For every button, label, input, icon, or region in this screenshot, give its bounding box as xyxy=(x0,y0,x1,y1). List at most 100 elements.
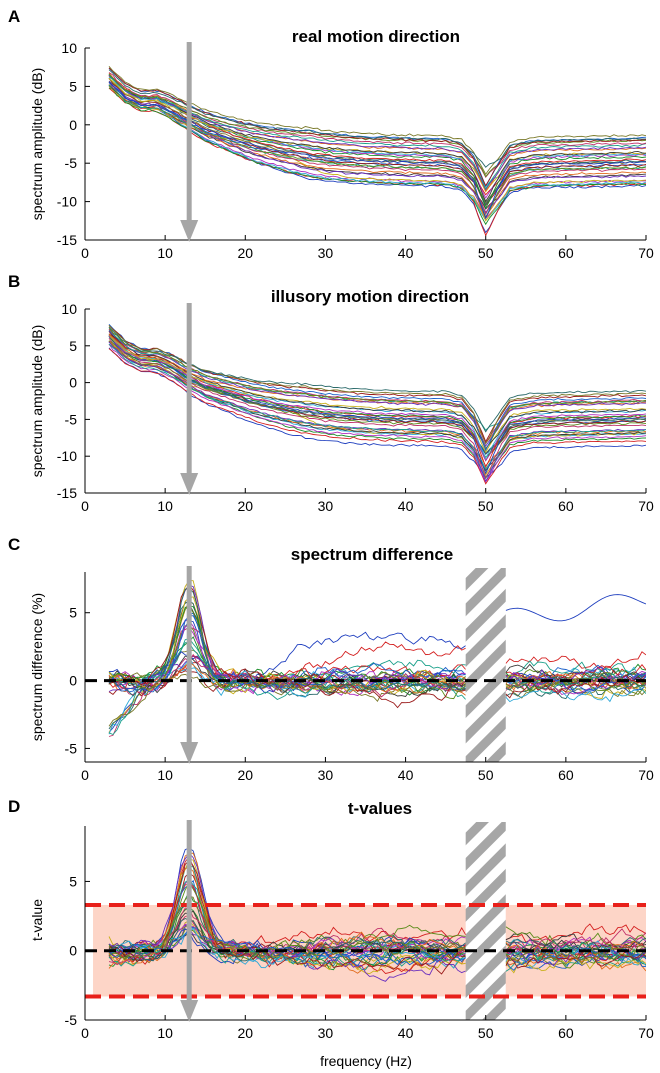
series-group-a xyxy=(108,66,646,237)
x-tick-label-d: 50 xyxy=(478,1025,494,1041)
x-tick-label-a: 10 xyxy=(157,245,173,261)
panel-letter-b: B xyxy=(8,272,20,291)
series-group-b xyxy=(108,323,646,485)
series-line-d xyxy=(505,946,646,968)
y-tick-label-b: 10 xyxy=(61,301,77,317)
series-line-b xyxy=(108,343,646,483)
series-line-a xyxy=(108,74,646,203)
series-line-c xyxy=(505,672,646,691)
y-tick-label-b: 5 xyxy=(69,338,77,354)
series-line-b xyxy=(108,326,646,433)
y-tick-label-a: -10 xyxy=(57,194,77,210)
ylabel-a: spectrum amplitude (dB) xyxy=(29,68,45,221)
y-tick-label-a: 10 xyxy=(61,40,77,56)
x-tick-label-b: 10 xyxy=(157,498,173,514)
y-tick-label-a: -5 xyxy=(65,155,78,171)
series-line-c xyxy=(108,579,466,734)
series-line-d xyxy=(108,881,466,960)
series-line-d xyxy=(108,910,466,961)
arrow-head-c xyxy=(180,742,199,764)
series-line-c xyxy=(505,677,646,692)
x-tick-label-c: 10 xyxy=(157,767,173,783)
y-tick-label-a: -15 xyxy=(57,232,77,248)
ylabel-b: spectrum amplitude (dB) xyxy=(29,325,45,478)
series-line-a xyxy=(108,77,646,207)
series-line-b xyxy=(108,335,646,462)
series-line-a xyxy=(108,69,646,168)
x-tick-label-d: 40 xyxy=(398,1025,414,1041)
series-line-c xyxy=(505,682,646,699)
x-tick-label-d: 30 xyxy=(318,1025,334,1041)
arrow-head-d xyxy=(180,1000,199,1022)
series-line-c xyxy=(505,594,646,622)
series-line-b xyxy=(108,341,646,483)
x-tick-label-b: 70 xyxy=(638,498,654,514)
series-line-c xyxy=(505,671,646,691)
series-line-b xyxy=(108,335,646,455)
x-tick-label-b: 60 xyxy=(558,498,574,514)
panel-letter-a: A xyxy=(8,7,20,26)
series-line-a xyxy=(108,81,646,215)
series-line-d xyxy=(505,932,646,957)
series-line-c xyxy=(108,655,466,698)
series-line-d xyxy=(108,907,466,966)
arrow-head-b xyxy=(180,473,199,495)
y-tick-label-a: 5 xyxy=(69,78,77,94)
x-tick-label-a: 50 xyxy=(478,245,494,261)
x-tick-label-c: 60 xyxy=(558,767,574,783)
y-tick-label-a: 0 xyxy=(69,117,77,133)
y-tick-label-d: 5 xyxy=(69,873,77,889)
series-line-c xyxy=(108,671,467,727)
ylabel-c: spectrum difference (%) xyxy=(29,593,45,741)
series-line-c xyxy=(108,588,466,697)
y-tick-label-c: 0 xyxy=(69,673,77,689)
y-tick-label-b: 0 xyxy=(69,375,77,391)
series-line-b xyxy=(108,334,646,458)
series-line-c xyxy=(505,660,646,680)
y-tick-label-d: -5 xyxy=(65,1012,78,1028)
y-tick-label-b: -15 xyxy=(57,485,77,501)
series-line-c xyxy=(505,685,646,703)
x-tick-label-a: 30 xyxy=(318,245,334,261)
x-tick-label-a: 20 xyxy=(237,245,253,261)
y-tick-label-c: 5 xyxy=(69,605,77,621)
series-line-c xyxy=(505,651,646,669)
panel-letter-c: C xyxy=(8,535,20,554)
x-tick-label-d: 70 xyxy=(638,1025,654,1041)
x-tick-label-b: 50 xyxy=(478,498,494,514)
series-line-a xyxy=(108,73,646,190)
x-tick-label-c: 20 xyxy=(237,767,253,783)
panel-title-a: real motion direction xyxy=(292,27,460,46)
series-group-c xyxy=(108,579,646,737)
series-line-c xyxy=(108,625,466,695)
arrow-head-a xyxy=(180,220,199,242)
series-line-a xyxy=(108,66,646,176)
series-line-d xyxy=(505,952,646,972)
panel-letter-d: D xyxy=(8,797,20,816)
x-tick-label-b: 30 xyxy=(318,498,334,514)
excluded-band-c xyxy=(465,568,506,762)
x-tick-label-c: 70 xyxy=(638,767,654,783)
ylabel-d: t-value xyxy=(29,899,45,941)
series-line-b xyxy=(108,343,646,470)
series-line-c xyxy=(108,612,467,693)
x-tick-label-a: 40 xyxy=(398,245,414,261)
series-line-b xyxy=(108,334,646,454)
series-line-b xyxy=(108,330,646,448)
x-tick-label-d: 60 xyxy=(558,1025,574,1041)
x-tick-label-a: 60 xyxy=(558,245,574,261)
panel-title-d: t-values xyxy=(348,799,412,818)
series-line-b xyxy=(108,330,646,450)
y-tick-label-c: -5 xyxy=(65,740,78,756)
x-tick-label-b: 20 xyxy=(237,498,253,514)
series-line-a xyxy=(108,85,646,222)
x-tick-label-c: 40 xyxy=(398,767,414,783)
series-line-d xyxy=(505,946,646,965)
y-tick-label-d: 0 xyxy=(69,943,77,959)
series-line-a xyxy=(108,81,646,220)
x-tick-label-d: 0 xyxy=(81,1025,89,1041)
x-tick-label-c: 0 xyxy=(81,767,89,783)
series-line-c xyxy=(108,615,466,693)
x-tick-label-d: 20 xyxy=(237,1025,253,1041)
